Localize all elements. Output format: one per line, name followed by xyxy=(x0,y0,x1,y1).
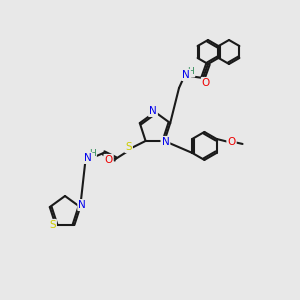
Text: N: N xyxy=(182,70,190,80)
Text: N: N xyxy=(161,137,169,147)
Text: S: S xyxy=(125,142,132,152)
Text: H: H xyxy=(89,149,96,158)
Text: N: N xyxy=(84,153,92,163)
Text: O: O xyxy=(227,137,236,147)
Text: O: O xyxy=(104,155,113,165)
Text: S: S xyxy=(49,220,56,230)
Text: H: H xyxy=(188,68,194,76)
Text: O: O xyxy=(202,78,210,88)
Text: N: N xyxy=(149,106,157,116)
Text: N: N xyxy=(78,200,86,210)
